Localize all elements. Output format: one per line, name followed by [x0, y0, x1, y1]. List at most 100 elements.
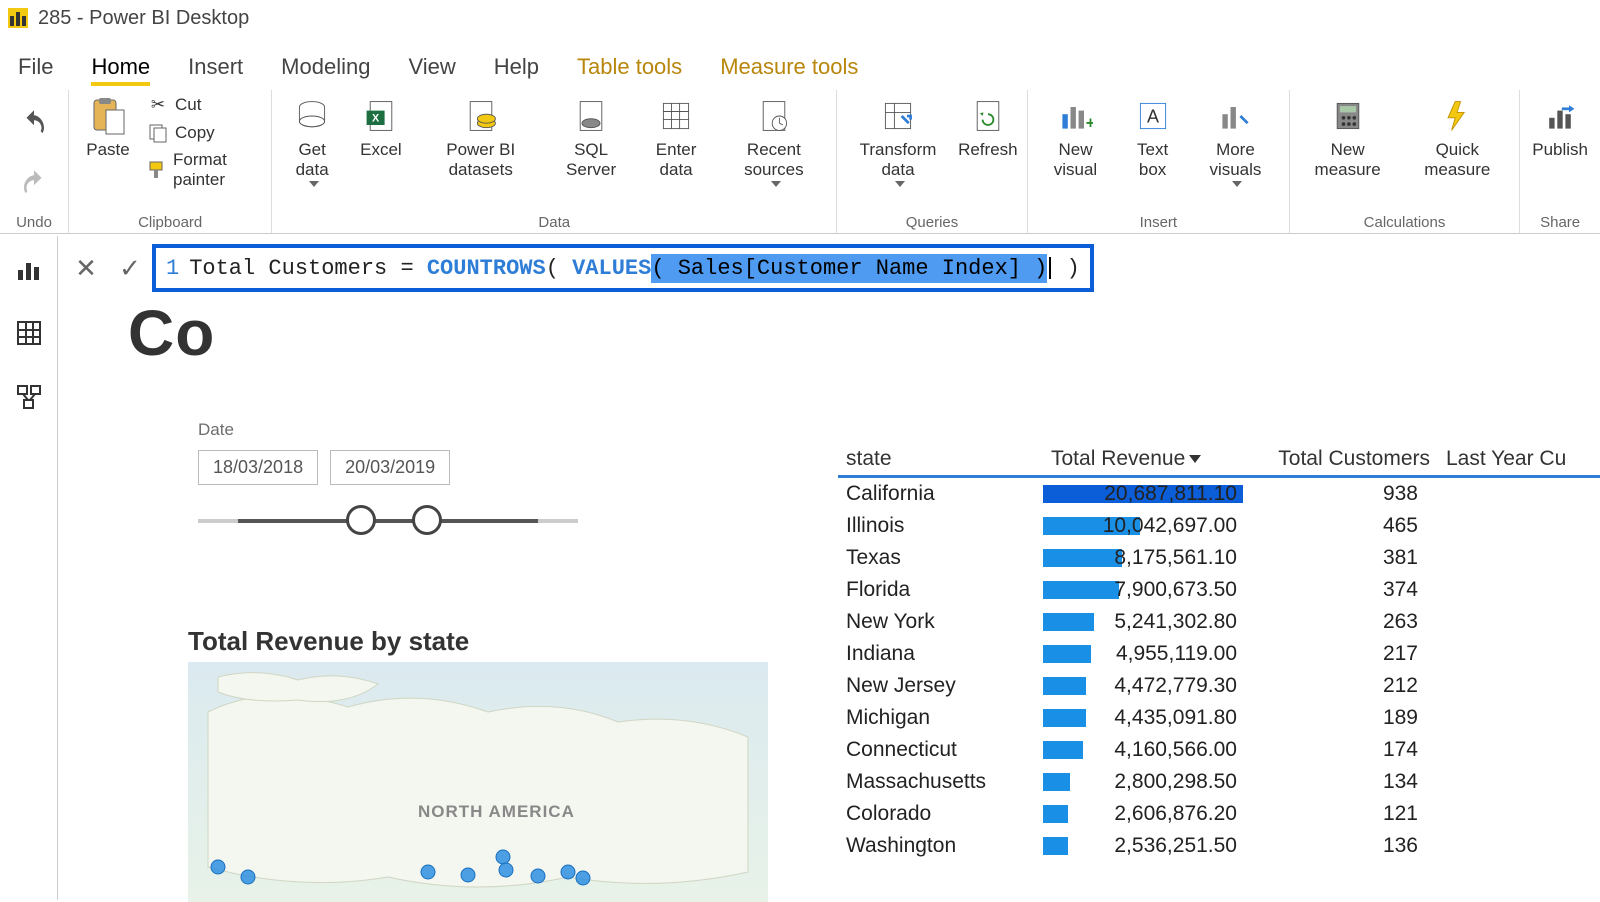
cut-icon: ✂	[147, 94, 169, 116]
cell-customers: 174	[1243, 738, 1438, 762]
cell-revenue: 4,160,566.00	[1043, 738, 1243, 762]
quick-measure-label: Quick measure	[1407, 140, 1507, 181]
get-data-button[interactable]: Get data	[282, 94, 342, 189]
transform-data-button[interactable]: Transform data	[847, 94, 949, 189]
recent-sources-label: Recent sources	[724, 140, 825, 181]
powerbi-logo-icon	[8, 8, 28, 28]
col-header-customers[interactable]: Total Customers	[1243, 447, 1438, 471]
table-row[interactable]: Indiana4,955,119.00217	[838, 638, 1600, 670]
format-painter-icon	[147, 159, 167, 181]
slider-handle-start[interactable]	[346, 505, 376, 535]
table-row[interactable]: Washington2,536,251.50136	[838, 830, 1600, 862]
tab-home[interactable]: Home	[91, 54, 150, 86]
formula-line-number: 1	[166, 256, 179, 281]
table-row[interactable]: Colorado2,606,876.20121	[838, 798, 1600, 830]
report-title: Co	[128, 296, 215, 370]
new-visual-button[interactable]: + New visual	[1038, 94, 1113, 183]
pbi-datasets-label: Power BI datasets	[422, 140, 540, 181]
cell-customers: 263	[1243, 610, 1438, 634]
cell-customers: 465	[1243, 514, 1438, 538]
refresh-icon	[968, 96, 1008, 136]
cell-customers: 381	[1243, 546, 1438, 570]
report-view-button[interactable]	[14, 254, 44, 284]
excel-button[interactable]: X Excel	[352, 94, 410, 162]
tab-modeling[interactable]: Modeling	[281, 54, 370, 86]
cell-state: Colorado	[838, 802, 1043, 826]
cell-state: Illinois	[838, 514, 1043, 538]
enter-data-label: Enter data	[643, 140, 710, 181]
ribbon-tabs: File Home Insert Modeling View Help Tabl…	[0, 42, 1600, 86]
redo-button[interactable]	[12, 162, 56, 210]
undo-button[interactable]	[12, 102, 56, 150]
sql-server-button[interactable]: SQL Server	[552, 94, 631, 183]
table-header-row: state Total Revenue Total Customers Last…	[838, 436, 1600, 478]
paste-label: Paste	[86, 140, 129, 160]
formula-text: Total Customers = COUNTROWS( VALUES( Sal…	[189, 256, 1080, 281]
window-title: 285 - Power BI Desktop	[38, 7, 249, 30]
cell-state: Connecticut	[838, 738, 1043, 762]
revenue-table[interactable]: state Total Revenue Total Customers Last…	[838, 436, 1600, 862]
cell-customers: 374	[1243, 578, 1438, 602]
data-view-button[interactable]	[14, 318, 44, 348]
format-painter-label: Format painter	[173, 150, 261, 190]
pbi-datasets-button[interactable]: Power BI datasets	[420, 94, 542, 183]
paste-button[interactable]: Paste	[79, 94, 137, 162]
col-header-revenue[interactable]: Total Revenue	[1043, 447, 1243, 471]
text-box-icon: A	[1133, 96, 1173, 136]
table-row[interactable]: California20,687,811.10938	[838, 478, 1600, 510]
recent-sources-button[interactable]: Recent sources	[722, 94, 827, 189]
cell-customers: 121	[1243, 802, 1438, 826]
tab-help[interactable]: Help	[494, 54, 539, 86]
sql-server-icon	[571, 96, 611, 136]
cell-customers: 217	[1243, 642, 1438, 666]
tab-measure-tools[interactable]: Measure tools	[720, 54, 858, 86]
slider-handle-end[interactable]	[412, 505, 442, 535]
date-slicer[interactable]: Date 18/03/2018 20/03/2019	[198, 420, 578, 523]
cut-button[interactable]: ✂ Cut	[147, 94, 261, 116]
enter-data-icon	[656, 96, 696, 136]
table-row[interactable]: Illinois10,042,697.00465	[838, 510, 1600, 542]
cell-revenue: 10,042,697.00	[1043, 514, 1243, 538]
transform-data-label: Transform data	[849, 140, 947, 181]
close-icon: ✕	[75, 253, 97, 284]
table-row[interactable]: Connecticut4,160,566.00174	[838, 734, 1600, 766]
table-row[interactable]: New York5,241,302.80263	[838, 606, 1600, 638]
map-continent-label: NORTH AMERICA	[418, 802, 575, 822]
check-icon: ✓	[119, 253, 141, 284]
publish-label: Publish	[1532, 140, 1588, 160]
date-start-input[interactable]: 18/03/2018	[198, 450, 318, 485]
table-row[interactable]: Florida7,900,673.50374	[838, 574, 1600, 606]
model-view-button[interactable]	[14, 382, 44, 412]
format-painter-button[interactable]: Format painter	[147, 150, 261, 190]
formula-bar[interactable]: 1 Total Customers = COUNTROWS( VALUES( S…	[152, 244, 1094, 292]
table-row[interactable]: Michigan4,435,091.80189	[838, 702, 1600, 734]
date-end-input[interactable]: 20/03/2019	[330, 450, 450, 485]
col-header-last-year[interactable]: Last Year Cu	[1438, 447, 1598, 471]
new-measure-button[interactable]: New measure	[1300, 94, 1396, 183]
formula-commit-button[interactable]: ✓	[108, 246, 152, 290]
copy-button[interactable]: Copy	[147, 122, 261, 144]
cell-revenue: 2,800,298.50	[1043, 770, 1243, 794]
table-row[interactable]: New Jersey4,472,779.30212	[838, 670, 1600, 702]
text-box-button[interactable]: A Text box	[1123, 94, 1182, 183]
cell-state: New York	[838, 610, 1043, 634]
tab-insert[interactable]: Insert	[188, 54, 243, 86]
pbi-datasets-icon	[461, 96, 501, 136]
transform-data-icon	[878, 96, 918, 136]
formula-cancel-button[interactable]: ✕	[64, 246, 108, 290]
table-row[interactable]: Texas8,175,561.10381	[838, 542, 1600, 574]
cell-revenue: 7,900,673.50	[1043, 578, 1243, 602]
refresh-button[interactable]: Refresh	[959, 94, 1017, 162]
cell-customers: 136	[1243, 834, 1438, 858]
table-row[interactable]: Massachusetts2,800,298.50134	[838, 766, 1600, 798]
tab-file[interactable]: File	[18, 54, 53, 86]
quick-measure-button[interactable]: Quick measure	[1405, 94, 1509, 183]
date-slider-track[interactable]	[238, 519, 538, 523]
more-visuals-button[interactable]: More visuals	[1192, 94, 1279, 189]
tab-table-tools[interactable]: Table tools	[577, 54, 682, 86]
publish-button[interactable]: Publish	[1530, 94, 1590, 162]
col-header-state[interactable]: state	[838, 447, 1043, 471]
tab-view[interactable]: View	[408, 54, 455, 86]
enter-data-button[interactable]: Enter data	[641, 94, 712, 183]
map-visual[interactable]: NORTH AMERICA	[188, 662, 768, 902]
